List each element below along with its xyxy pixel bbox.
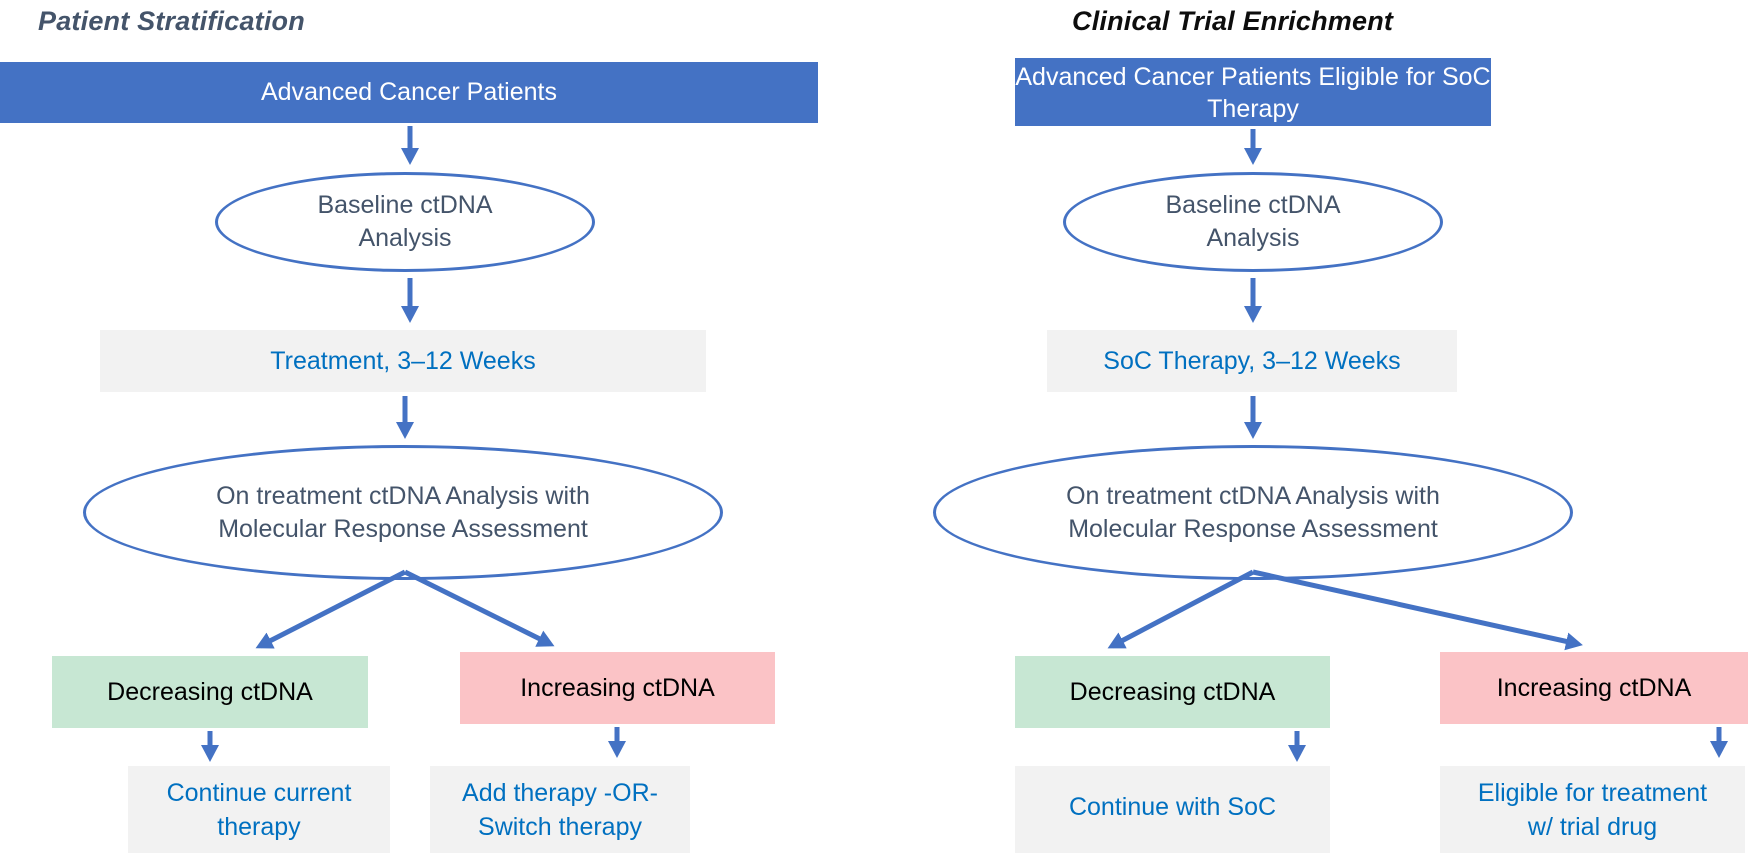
left-decreasing-ctdna-box: Decreasing ctDNA: [52, 656, 368, 728]
right-treatment-duration-box: SoC Therapy, 3–12 Weeks: [1047, 330, 1457, 392]
left-decreasing-outcome-line1: Continue current: [166, 779, 352, 807]
left-chart-title: Patient Stratification: [38, 6, 305, 36]
left-increasing-outcome-line2: Switch therapy: [478, 813, 642, 841]
right-response-line2: Molecular Response Assessment: [1068, 514, 1438, 543]
flowchart-clinical-trial-enrichment: Clinical Trial Enrichment Advanced Cance…: [875, 0, 1750, 853]
right-increasing-outcome-box: Eligible for treatment w/ trial drug: [1440, 766, 1745, 853]
right-increasing-outcome-line2: w/ trial drug: [1527, 813, 1658, 841]
right-increasing-outcome-line1: Eligible for treatment: [1477, 779, 1708, 807]
right-treatment-label: SoC Therapy, 3–12 Weeks: [1103, 347, 1401, 375]
left-header-label: Advanced Cancer Patients: [260, 78, 557, 106]
left-increasing-outcome-box: Add therapy -OR- Switch therapy: [430, 766, 690, 853]
left-decreasing-outcome-line2: therapy: [217, 813, 301, 841]
right-decreasing-outcome-line1: Continue with SoC: [1068, 793, 1277, 821]
right-decreasing-ctdna-box: Decreasing ctDNA: [1015, 656, 1330, 728]
flowchart-patient-stratification: Patient Stratification Advanced Cancer P…: [0, 6, 818, 853]
right-decreasing-label: Decreasing ctDNA: [1069, 677, 1276, 706]
right-header-box: Advanced Cancer Patients Eligible for So…: [1015, 58, 1491, 126]
left-increasing-outcome-line1: Add therapy -OR-: [462, 779, 658, 807]
left-increasing-label: Increasing ctDNA: [520, 673, 715, 702]
left-baseline-analysis-ellipse: Baseline ctDNA Analysis: [215, 172, 595, 272]
right-baseline-line1: Baseline ctDNA: [1165, 191, 1341, 219]
left-response-line1: On treatment ctDNA Analysis with: [216, 481, 590, 510]
right-molecular-response-ellipse: On treatment ctDNA Analysis with Molecul…: [933, 445, 1573, 580]
left-treatment-duration-box: Treatment, 3–12 Weeks: [100, 330, 706, 392]
right-baseline-analysis-ellipse: Baseline ctDNA Analysis: [1063, 172, 1443, 272]
left-baseline-line1: Baseline ctDNA: [317, 191, 493, 219]
right-response-line1: On treatment ctDNA Analysis with: [1066, 481, 1440, 510]
right-increasing-ctdna-box: Increasing ctDNA: [1440, 652, 1748, 724]
left-decreasing-label: Decreasing ctDNA: [107, 677, 313, 706]
left-treatment-label: Treatment, 3–12 Weeks: [270, 347, 536, 375]
left-molecular-response-ellipse: On treatment ctDNA Analysis with Molecul…: [83, 445, 723, 580]
right-baseline-line2: Analysis: [1206, 224, 1300, 252]
left-response-line2: Molecular Response Assessment: [218, 514, 588, 543]
right-chart-title: Clinical Trial Enrichment: [1072, 6, 1394, 36]
right-header-line1: Advanced Cancer Patients Eligible for So…: [1015, 63, 1491, 91]
left-decreasing-outcome-box: Continue current therapy: [128, 766, 390, 853]
right-decreasing-outcome-box: Continue with SoC: [1015, 766, 1330, 853]
right-increasing-label: Increasing ctDNA: [1496, 673, 1692, 702]
left-header-box: Advanced Cancer Patients: [0, 62, 818, 123]
right-header-line2: Therapy: [1207, 95, 1299, 123]
left-baseline-line2: Analysis: [358, 224, 452, 252]
left-increasing-ctdna-box: Increasing ctDNA: [460, 652, 775, 724]
